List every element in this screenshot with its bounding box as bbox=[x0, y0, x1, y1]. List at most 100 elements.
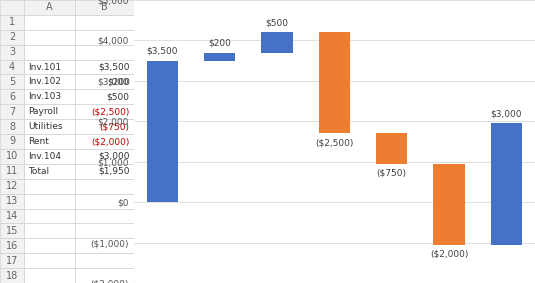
Text: 4: 4 bbox=[9, 62, 15, 72]
Text: 10: 10 bbox=[6, 151, 18, 161]
Bar bbox=[261, 32, 293, 53]
Bar bbox=[0, 223, 24, 238]
Bar bbox=[24, 30, 75, 45]
Text: Total: Total bbox=[28, 167, 49, 176]
Bar bbox=[75, 104, 134, 119]
Bar bbox=[0, 74, 24, 89]
Text: Inv.101: Inv.101 bbox=[28, 63, 61, 72]
Text: ($2,500): ($2,500) bbox=[315, 138, 354, 147]
Text: Inv.103: Inv.103 bbox=[28, 92, 61, 101]
Bar bbox=[24, 194, 75, 209]
Text: 15: 15 bbox=[6, 226, 18, 236]
Bar bbox=[24, 253, 75, 268]
Text: 1: 1 bbox=[9, 17, 15, 27]
Bar bbox=[0, 253, 24, 268]
Bar bbox=[75, 209, 134, 223]
Bar bbox=[376, 133, 408, 164]
Bar bbox=[24, 209, 75, 223]
Bar bbox=[0, 194, 24, 209]
Bar bbox=[24, 0, 75, 15]
Text: 7: 7 bbox=[9, 107, 15, 117]
Text: 5: 5 bbox=[9, 77, 15, 87]
Text: ($2,000): ($2,000) bbox=[430, 249, 468, 258]
Text: $3,000: $3,000 bbox=[491, 110, 522, 119]
Bar bbox=[24, 179, 75, 194]
Text: $500: $500 bbox=[107, 92, 129, 101]
Bar bbox=[319, 32, 350, 133]
Bar bbox=[0, 104, 24, 119]
Bar bbox=[75, 30, 134, 45]
Text: ($750): ($750) bbox=[377, 169, 407, 178]
Text: $1,950: $1,950 bbox=[98, 167, 129, 176]
Bar bbox=[24, 89, 75, 104]
Text: 3: 3 bbox=[9, 47, 15, 57]
Bar bbox=[75, 119, 134, 134]
Bar bbox=[24, 134, 75, 149]
Bar bbox=[75, 74, 134, 89]
Bar bbox=[0, 134, 24, 149]
Bar bbox=[24, 164, 75, 179]
Bar bbox=[75, 149, 134, 164]
Text: 12: 12 bbox=[6, 181, 18, 191]
Bar bbox=[24, 104, 75, 119]
Text: $3,500: $3,500 bbox=[147, 47, 178, 56]
Text: 6: 6 bbox=[9, 92, 15, 102]
Bar bbox=[24, 223, 75, 238]
Text: B: B bbox=[101, 3, 108, 12]
Bar bbox=[24, 74, 75, 89]
Bar bbox=[75, 268, 134, 283]
Text: Inv.104: Inv.104 bbox=[28, 152, 61, 161]
Text: A: A bbox=[46, 3, 53, 12]
Bar bbox=[24, 15, 75, 30]
Bar bbox=[24, 268, 75, 283]
Text: 8: 8 bbox=[9, 122, 15, 132]
Bar bbox=[75, 194, 134, 209]
Bar bbox=[0, 0, 24, 15]
Bar bbox=[0, 164, 24, 179]
Text: Payroll: Payroll bbox=[28, 107, 58, 116]
Text: ($2,000): ($2,000) bbox=[91, 137, 129, 146]
Bar bbox=[0, 149, 24, 164]
Text: 14: 14 bbox=[6, 211, 18, 221]
Bar bbox=[75, 223, 134, 238]
Bar bbox=[0, 268, 24, 283]
Bar bbox=[75, 0, 134, 15]
Bar bbox=[0, 209, 24, 223]
Text: Rent: Rent bbox=[28, 137, 49, 146]
Text: $200: $200 bbox=[107, 78, 129, 86]
Bar bbox=[24, 60, 75, 74]
Bar bbox=[0, 238, 24, 253]
Bar bbox=[24, 45, 75, 60]
Bar bbox=[75, 253, 134, 268]
Bar bbox=[0, 30, 24, 45]
Bar bbox=[75, 15, 134, 30]
Text: $500: $500 bbox=[265, 18, 288, 27]
Bar bbox=[204, 53, 235, 61]
Text: 9: 9 bbox=[9, 136, 15, 147]
Bar bbox=[24, 149, 75, 164]
Bar bbox=[147, 61, 178, 202]
Text: $3,000: $3,000 bbox=[98, 152, 129, 161]
Text: ($750): ($750) bbox=[100, 122, 129, 131]
Bar bbox=[433, 164, 465, 245]
Bar bbox=[75, 164, 134, 179]
Bar bbox=[75, 179, 134, 194]
Bar bbox=[75, 238, 134, 253]
Bar bbox=[75, 45, 134, 60]
Bar bbox=[491, 123, 522, 245]
Text: ($2,500): ($2,500) bbox=[91, 107, 129, 116]
Text: Inv.102: Inv.102 bbox=[28, 78, 61, 86]
Text: Utilities: Utilities bbox=[28, 122, 63, 131]
Bar bbox=[0, 45, 24, 60]
Bar bbox=[24, 119, 75, 134]
Bar bbox=[24, 238, 75, 253]
Text: 17: 17 bbox=[6, 256, 18, 266]
Text: 13: 13 bbox=[6, 196, 18, 206]
Text: 2: 2 bbox=[9, 32, 15, 42]
Bar bbox=[0, 119, 24, 134]
Text: 16: 16 bbox=[6, 241, 18, 251]
Bar bbox=[75, 60, 134, 74]
Text: 11: 11 bbox=[6, 166, 18, 176]
Bar bbox=[75, 134, 134, 149]
Text: $200: $200 bbox=[208, 39, 231, 48]
